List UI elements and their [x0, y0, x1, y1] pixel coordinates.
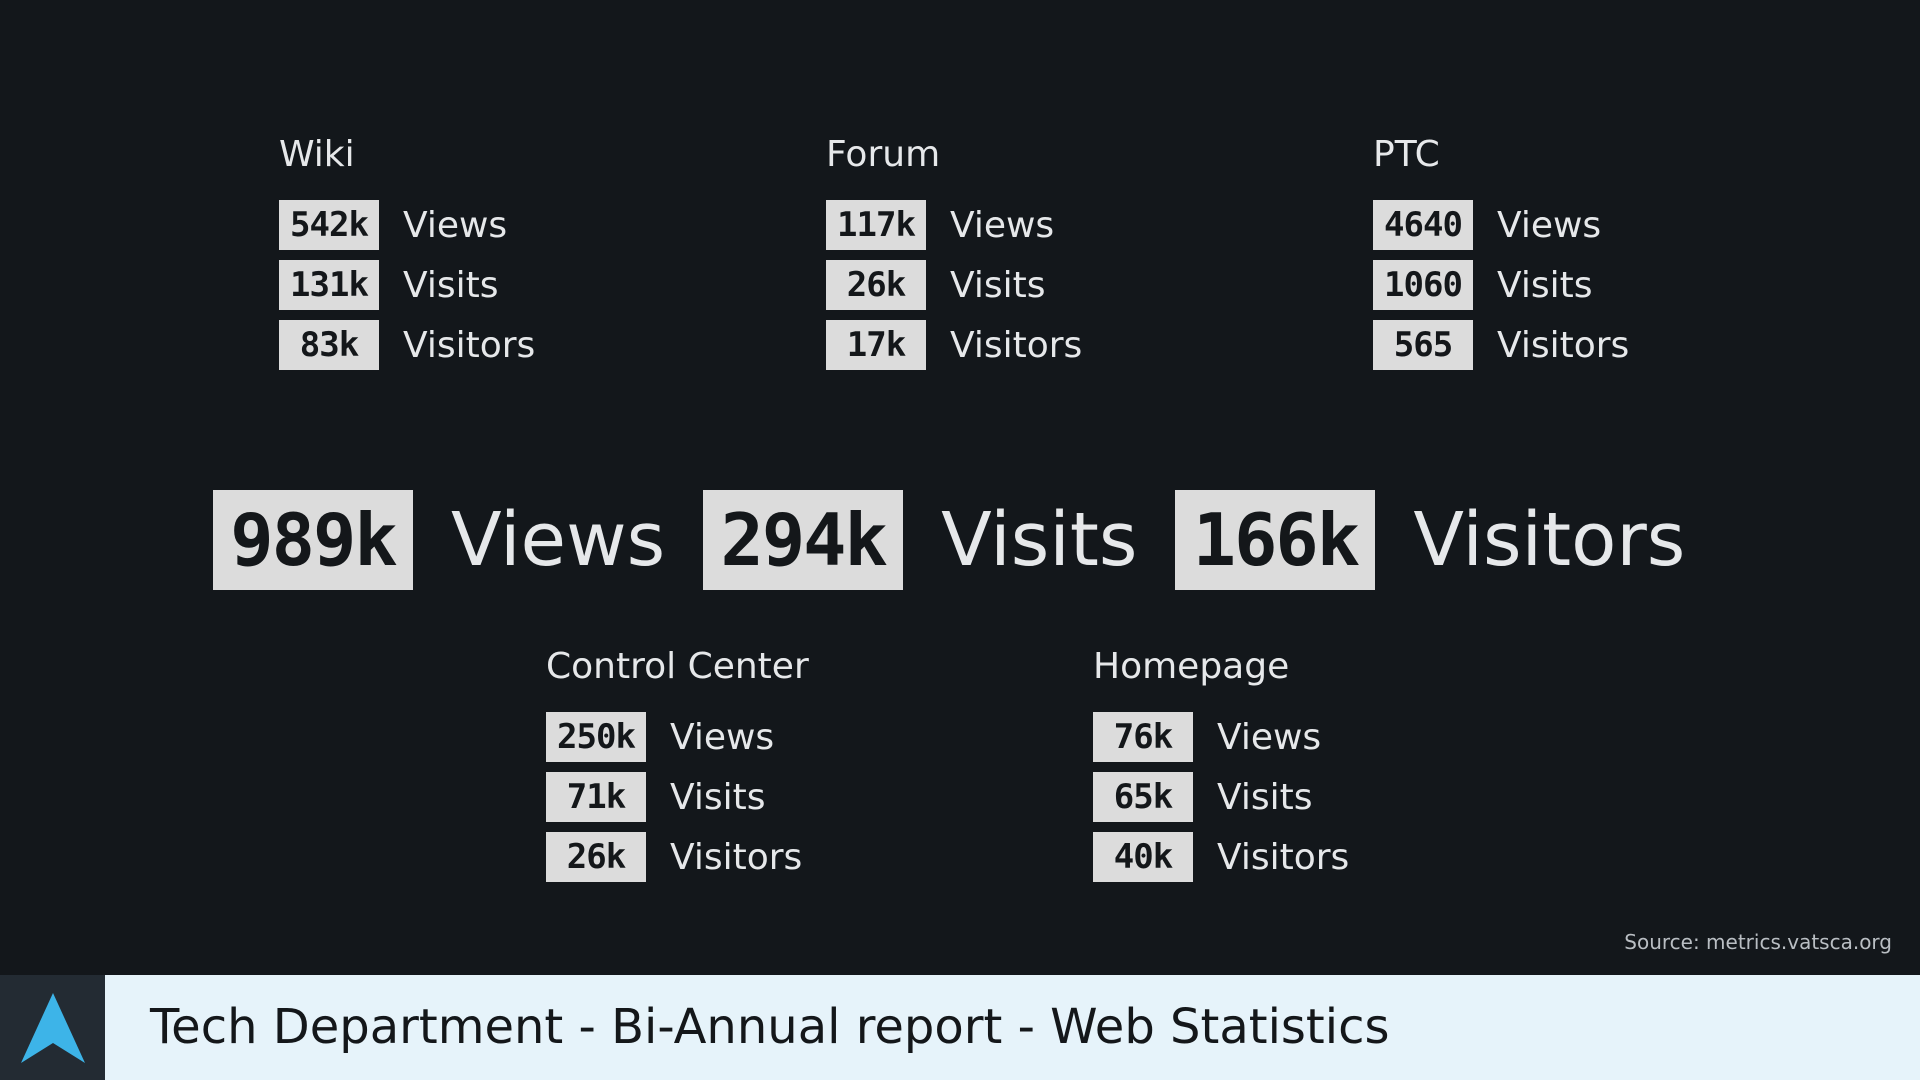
total-visitors: 166k Visitors [1175, 490, 1685, 590]
stat-row: 1060 Visits [1373, 260, 1629, 310]
group-title: Forum [826, 134, 941, 175]
group-ptc: PTC 4640 Views 1060 Visits 565 Visitors [1373, 132, 1629, 380]
stat-label: Visitors [1217, 836, 1350, 878]
total-label: Visitors [1413, 497, 1686, 583]
stat-row: 250k Views [546, 712, 809, 762]
stat-value: 565 [1373, 320, 1473, 370]
stat-value: 26k [826, 260, 926, 310]
stat-label: Views [1497, 204, 1602, 246]
group-title: Control Center [546, 646, 809, 687]
footer-bar: Tech Department - Bi-Annual report - Web… [0, 975, 1920, 1080]
page-title: Tech Department - Bi-Annual report - Web… [150, 999, 1390, 1055]
total-label: Visits [941, 497, 1138, 583]
total-value: 166k [1175, 490, 1376, 590]
stat-label: Visits [1217, 776, 1313, 818]
group-control-center: Control Center 250k Views 71k Visits 26k… [546, 644, 809, 892]
stat-row: 65k Visits [1093, 772, 1349, 822]
stat-value: 40k [1093, 832, 1193, 882]
total-visits: 294k Visits [703, 490, 1137, 590]
stat-row: 565 Visitors [1373, 320, 1629, 370]
stat-row: 17k Visitors [826, 320, 1082, 370]
total-views: 989k Views [213, 490, 665, 590]
stat-row: 76k Views [1093, 712, 1349, 762]
stat-row: 40k Visitors [1093, 832, 1349, 882]
stat-row: 26k Visitors [546, 832, 809, 882]
stat-row: 26k Visits [826, 260, 1082, 310]
stat-label: Visitors [950, 324, 1083, 366]
stat-label: Visits [670, 776, 766, 818]
stat-value: 117k [826, 200, 926, 250]
group-title: PTC [1373, 134, 1440, 175]
logo [0, 975, 105, 1080]
stat-row: 131k Visits [279, 260, 535, 310]
stat-row: 83k Visitors [279, 320, 535, 370]
arrow-up-icon [20, 992, 85, 1063]
stat-row: 542k Views [279, 200, 535, 250]
total-value: 294k [703, 490, 904, 590]
stat-label: Visits [950, 264, 1046, 306]
stat-label: Views [950, 204, 1055, 246]
group-homepage: Homepage 76k Views 65k Visits 40k Visito… [1093, 644, 1349, 892]
stat-label: Visits [1497, 264, 1593, 306]
group-forum: Forum 117k Views 26k Visits 17k Visitors [826, 132, 1082, 380]
stat-row: 71k Visits [546, 772, 809, 822]
stat-label: Views [403, 204, 508, 246]
stat-label: Visitors [403, 324, 536, 366]
stat-value: 4640 [1373, 200, 1473, 250]
source-note: Source: metrics.vatsca.org [1624, 930, 1892, 954]
stat-value: 1060 [1373, 260, 1473, 310]
group-title: Wiki [279, 134, 355, 175]
stat-value: 250k [546, 712, 646, 762]
stat-value: 83k [279, 320, 379, 370]
stat-value: 131k [279, 260, 379, 310]
group-wiki: Wiki 542k Views 131k Visits 83k Visitors [279, 132, 535, 380]
stat-row: 4640 Views [1373, 200, 1629, 250]
stat-value: 542k [279, 200, 379, 250]
stat-value: 65k [1093, 772, 1193, 822]
stat-value: 76k [1093, 712, 1193, 762]
total-label: Views [451, 497, 666, 583]
group-title: Homepage [1093, 646, 1290, 687]
stat-label: Views [670, 716, 775, 758]
stat-label: Visits [403, 264, 499, 306]
stat-label: Visitors [670, 836, 803, 878]
totals-row: 989k Views 294k Visits 166k Visitors [213, 490, 1685, 590]
stat-label: Views [1217, 716, 1322, 758]
stat-label: Visitors [1497, 324, 1630, 366]
stat-value: 17k [826, 320, 926, 370]
stat-value: 71k [546, 772, 646, 822]
stat-row: 117k Views [826, 200, 1082, 250]
stat-value: 26k [546, 832, 646, 882]
total-value: 989k [213, 490, 413, 590]
